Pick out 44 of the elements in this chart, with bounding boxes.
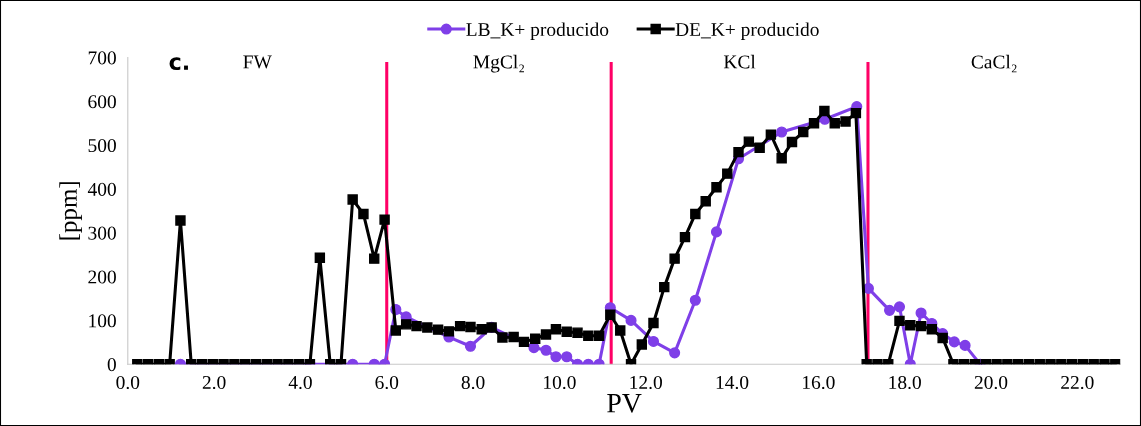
point bbox=[915, 307, 927, 319]
x-tick-label: 12.0 bbox=[630, 375, 662, 390]
x-tick-label: 18.0 bbox=[889, 375, 921, 390]
point bbox=[959, 339, 971, 351]
x-tick-label: 8.0 bbox=[461, 375, 485, 390]
point bbox=[893, 301, 906, 313]
x-tick-label: 10.0 bbox=[544, 375, 576, 390]
y-tick-label: 0 bbox=[107, 358, 116, 372]
point bbox=[776, 126, 788, 138]
x-tick-label: 4.0 bbox=[288, 375, 312, 390]
y-tick-label: 500 bbox=[88, 138, 116, 153]
x-tick-label: 0.0 bbox=[116, 375, 140, 390]
annotation: CaCl₂ bbox=[971, 54, 1017, 73]
y-axis-title: [ppm] bbox=[59, 182, 82, 240]
x-tick-label: 14.0 bbox=[716, 375, 749, 390]
point bbox=[884, 304, 896, 316]
point bbox=[561, 351, 573, 363]
annotation: FW bbox=[243, 55, 272, 69]
x-tick-label: 2.0 bbox=[202, 375, 226, 390]
y-tick-label: 100 bbox=[89, 314, 116, 328]
annotation: c. bbox=[169, 57, 188, 71]
point bbox=[647, 335, 660, 348]
annotation: MgCl₂ bbox=[473, 54, 524, 73]
y-tick-label: 600 bbox=[88, 95, 116, 109]
point bbox=[540, 344, 552, 356]
y-tick-label: 700 bbox=[88, 51, 116, 65]
y-tick-label: 200 bbox=[88, 270, 116, 284]
point bbox=[948, 336, 960, 348]
point bbox=[464, 340, 477, 352]
annotation: KCl bbox=[723, 54, 756, 69]
legend-label: LB_K+ producido bbox=[466, 22, 609, 41]
x-tick-label: 16.0 bbox=[803, 375, 835, 390]
point bbox=[625, 314, 637, 326]
x-tick-label: 20.0 bbox=[974, 375, 1008, 390]
x-tick-label: 22.0 bbox=[1061, 375, 1094, 390]
y-tick-label: 300 bbox=[88, 226, 116, 240]
point bbox=[669, 347, 681, 359]
point bbox=[710, 226, 723, 238]
x-tick-label: 6.0 bbox=[375, 375, 399, 390]
legend-label: DE_K+ producido bbox=[675, 22, 819, 41]
x-axis-title: PV bbox=[607, 394, 642, 413]
point bbox=[689, 294, 701, 306]
point bbox=[550, 351, 562, 363]
y-tick-label: 400 bbox=[87, 182, 116, 196]
